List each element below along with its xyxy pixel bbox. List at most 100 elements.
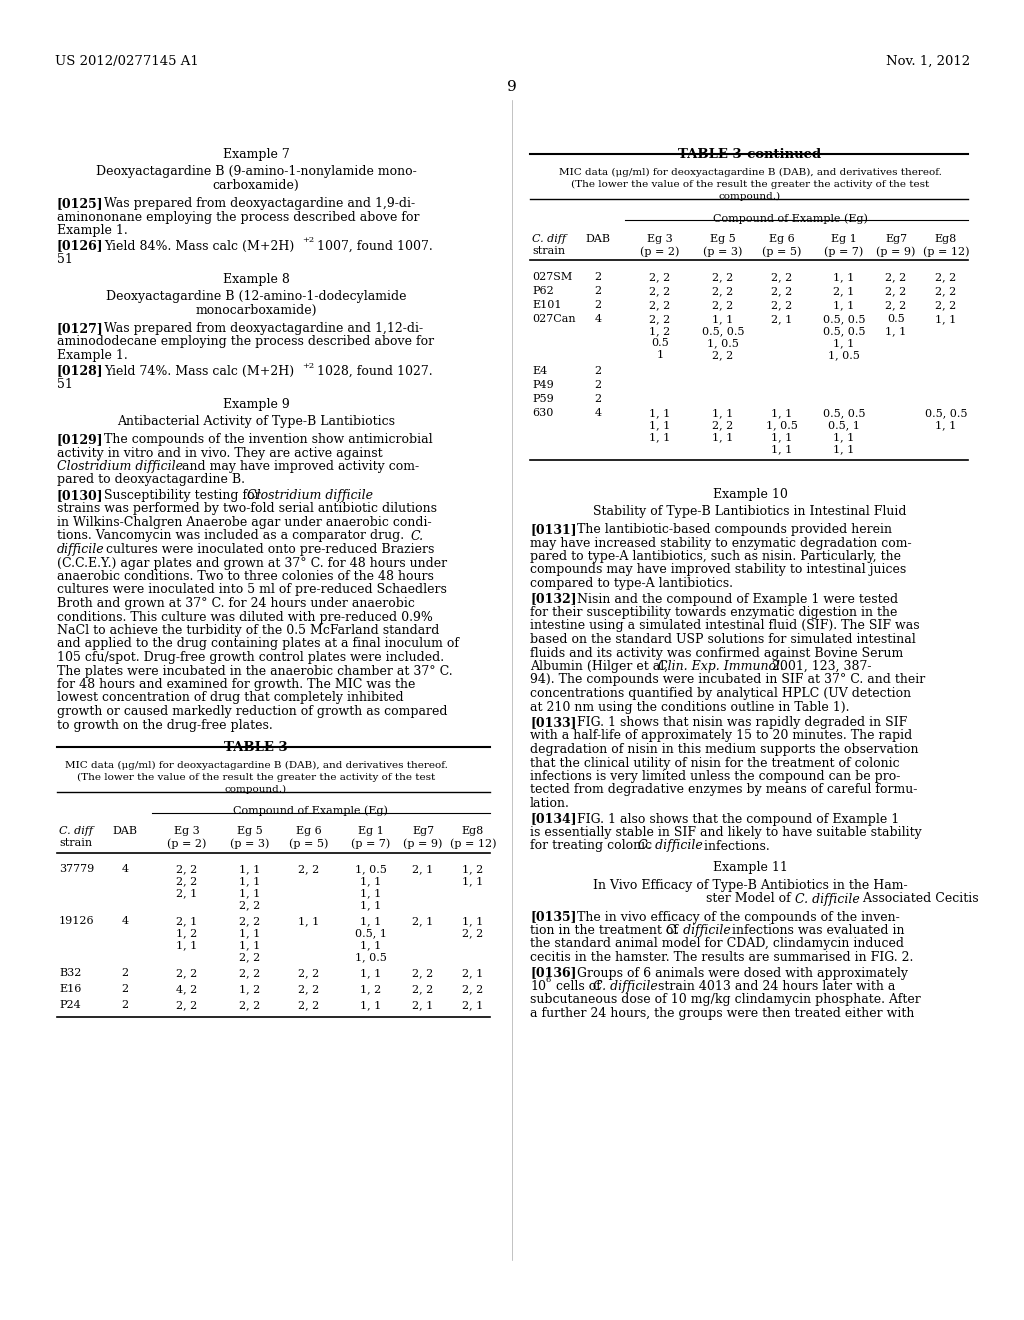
Text: Eg7: Eg7 — [885, 234, 907, 244]
Text: Example 10: Example 10 — [713, 488, 787, 502]
Text: 2, 2: 2, 2 — [713, 350, 733, 360]
Text: 105 cfu/spot. Drug-free growth control plates were included.: 105 cfu/spot. Drug-free growth control p… — [57, 651, 444, 664]
Text: 2, 1: 2, 1 — [176, 916, 198, 927]
Text: 9: 9 — [507, 81, 517, 94]
Text: Antibacterial Activity of Type-B Lantibiotics: Antibacterial Activity of Type-B Lantibi… — [117, 414, 395, 428]
Text: C. difficile: C. difficile — [666, 924, 731, 937]
Text: 1, 0.5: 1, 0.5 — [707, 338, 739, 348]
Text: 2, 1: 2, 1 — [771, 314, 793, 323]
Text: difficile: difficile — [57, 543, 104, 556]
Text: Eg8: Eg8 — [462, 826, 484, 837]
Text: 1, 2: 1, 2 — [649, 326, 671, 337]
Text: (The lower the value of the result the greater the activity of the test: (The lower the value of the result the g… — [77, 772, 435, 781]
Text: 1, 1: 1, 1 — [834, 272, 855, 282]
Text: ster Model of: ster Model of — [706, 892, 795, 906]
Text: 2, 2: 2, 2 — [413, 985, 433, 994]
Text: 2, 2: 2, 2 — [649, 286, 671, 296]
Text: 2, 2: 2, 2 — [240, 1001, 261, 1011]
Text: infections was evaluated in: infections was evaluated in — [728, 924, 904, 937]
Text: 2, 2: 2, 2 — [298, 985, 319, 994]
Text: 2, 2: 2, 2 — [298, 1001, 319, 1011]
Text: FIG. 1 also shows that the compound of Example 1: FIG. 1 also shows that the compound of E… — [577, 813, 899, 825]
Text: 2: 2 — [595, 286, 601, 296]
Text: (p = 9): (p = 9) — [403, 838, 442, 849]
Text: C. difficile: C. difficile — [795, 892, 860, 906]
Text: C. diff: C. diff — [59, 826, 93, 837]
Text: 1: 1 — [656, 350, 664, 360]
Text: may have increased stability to enzymatic degradation com-: may have increased stability to enzymati… — [530, 536, 911, 549]
Text: 2, 2: 2, 2 — [176, 876, 198, 887]
Text: Eg 6: Eg 6 — [769, 234, 795, 244]
Text: Example 8: Example 8 — [222, 273, 290, 286]
Text: [0129]: [0129] — [57, 433, 103, 446]
Text: [0136]: [0136] — [530, 966, 577, 979]
Text: 2, 2: 2, 2 — [771, 300, 793, 310]
Text: 2: 2 — [122, 1001, 129, 1011]
Text: 0.5, 0.5: 0.5, 0.5 — [822, 408, 865, 418]
Text: 1, 1: 1, 1 — [771, 432, 793, 442]
Text: (p = 12): (p = 12) — [450, 838, 497, 849]
Text: at 210 nm using the conditions outline in Table 1).: at 210 nm using the conditions outline i… — [530, 701, 850, 714]
Text: 2, 2: 2, 2 — [298, 865, 319, 874]
Text: 2, 2: 2, 2 — [176, 865, 198, 874]
Text: 2, 2: 2, 2 — [176, 1001, 198, 1011]
Text: is essentially stable in SIF and likely to have suitable stability: is essentially stable in SIF and likely … — [530, 826, 922, 840]
Text: DAB: DAB — [586, 234, 610, 244]
Text: (p = 7): (p = 7) — [824, 246, 863, 256]
Text: 1, 1: 1, 1 — [463, 876, 483, 887]
Text: 2001, 123, 387-: 2001, 123, 387- — [768, 660, 871, 673]
Text: [0130]: [0130] — [57, 488, 103, 502]
Text: 1, 1: 1, 1 — [834, 432, 855, 442]
Text: 0.5, 0.5: 0.5, 0.5 — [925, 408, 968, 418]
Text: 1, 1: 1, 1 — [649, 408, 671, 418]
Text: strain: strain — [532, 246, 565, 256]
Text: with a half-life of approximately 15 to 20 minutes. The rapid: with a half-life of approximately 15 to … — [530, 730, 912, 742]
Text: 0.5, 0.5: 0.5, 0.5 — [822, 326, 865, 337]
Text: 1, 1: 1, 1 — [240, 865, 261, 874]
Text: 027SM: 027SM — [532, 272, 572, 282]
Text: Eg 3: Eg 3 — [647, 234, 673, 244]
Text: 4: 4 — [595, 314, 601, 323]
Text: Example 9: Example 9 — [222, 399, 290, 411]
Text: B32: B32 — [59, 969, 81, 978]
Text: Eg 5: Eg 5 — [238, 826, 263, 837]
Text: lation.: lation. — [530, 797, 570, 810]
Text: 630: 630 — [532, 408, 553, 418]
Text: 1, 1: 1, 1 — [834, 300, 855, 310]
Text: Nisin and the compound of Example 1 were tested: Nisin and the compound of Example 1 were… — [577, 593, 898, 606]
Text: aminododecane employing the process described above for: aminododecane employing the process desc… — [57, 335, 434, 348]
Text: strains was performed by two-fold serial antibiotic dilutions: strains was performed by two-fold serial… — [57, 503, 437, 516]
Text: Eg 6: Eg 6 — [296, 826, 322, 837]
Text: The in vivo efficacy of the compounds of the inven-: The in vivo efficacy of the compounds of… — [577, 911, 900, 924]
Text: 2, 2: 2, 2 — [298, 969, 319, 978]
Text: 1, 2: 1, 2 — [463, 865, 483, 874]
Text: 2, 2: 2, 2 — [713, 300, 733, 310]
Text: 1, 1: 1, 1 — [298, 916, 319, 927]
Text: 19126: 19126 — [59, 916, 94, 927]
Text: intestine using a simulated intestinal fluid (SIF). The SIF was: intestine using a simulated intestinal f… — [530, 619, 920, 632]
Text: 2: 2 — [595, 380, 601, 389]
Text: C.: C. — [411, 529, 424, 543]
Text: 10: 10 — [530, 979, 546, 993]
Text: 1, 1: 1, 1 — [834, 338, 855, 348]
Text: and may have improved activity com-: and may have improved activity com- — [178, 459, 419, 473]
Text: 2, 2: 2, 2 — [771, 272, 793, 282]
Text: (The lower the value of the result the greater the activity of the test: (The lower the value of the result the g… — [570, 180, 929, 189]
Text: 2, 1: 2, 1 — [463, 1001, 483, 1011]
Text: 2, 2: 2, 2 — [886, 286, 906, 296]
Text: Deoxyactagardine B (12-amino-1-dodecylamide: Deoxyactagardine B (12-amino-1-dodecylam… — [105, 290, 407, 304]
Text: 1, 1: 1, 1 — [360, 940, 382, 950]
Text: Eg8: Eg8 — [935, 234, 957, 244]
Text: 94). The compounds were incubated in SIF at 37° C. and their: 94). The compounds were incubated in SIF… — [530, 673, 926, 686]
Text: 4: 4 — [122, 916, 129, 927]
Text: for 48 hours and examined for growth. The MIC was the: for 48 hours and examined for growth. Th… — [57, 678, 416, 690]
Text: tions. Vancomycin was included as a comparator drug.: tions. Vancomycin was included as a comp… — [57, 529, 409, 543]
Text: 4: 4 — [122, 865, 129, 874]
Text: 2, 1: 2, 1 — [176, 888, 198, 899]
Text: Eg 5: Eg 5 — [710, 234, 736, 244]
Text: E4: E4 — [532, 366, 547, 376]
Text: 1, 1: 1, 1 — [834, 444, 855, 454]
Text: 2, 1: 2, 1 — [834, 286, 855, 296]
Text: 2, 2: 2, 2 — [413, 969, 433, 978]
Text: cecitis in the hamster. The results are summarised in FIG. 2.: cecitis in the hamster. The results are … — [530, 950, 913, 964]
